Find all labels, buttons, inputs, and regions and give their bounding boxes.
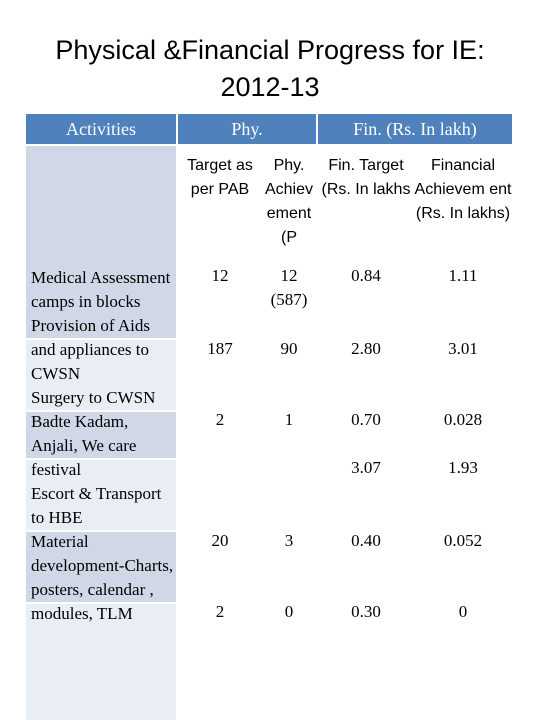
- activity-band-4: [26, 460, 176, 530]
- cell-achievement-note: (587): [270, 290, 308, 309]
- cell-target: 187: [207, 339, 233, 358]
- activity-band-6: [26, 604, 176, 720]
- page-title: Physical &Financial Progress for IE: 201…: [0, 32, 540, 106]
- subheader-fin-target: Fin. Target (Rs. In lakhs: [321, 157, 411, 198]
- cell-fin-achievement: 3.01: [448, 339, 478, 358]
- cell-fin-achievement: 1.93: [448, 458, 478, 477]
- cell-fin-target: 0.40: [351, 531, 381, 550]
- activities-text: Medical Assessment camps in blocks Provi…: [31, 268, 174, 623]
- cell-fin-achievement: 0.052: [443, 531, 483, 550]
- subheader-fin-achievement: Financial Achievem ent (Rs. In lakhs): [414, 157, 512, 222]
- cell-fin-achievement: 0: [458, 602, 468, 621]
- cell-achievement: 90: [280, 339, 298, 358]
- cell-achievement: 0: [284, 602, 294, 621]
- header-phy: Phy.: [178, 114, 316, 144]
- cell-fin-target: 0.84: [351, 266, 381, 285]
- activity-band-1: [26, 266, 176, 338]
- activity-band-3: [26, 412, 176, 458]
- cell-fin-target: 3.07: [351, 458, 381, 477]
- header-fin: Fin. (Rs. In lakh): [318, 114, 512, 144]
- cell-target: 2: [215, 410, 225, 429]
- cell-fin-target: 0.30: [351, 602, 381, 621]
- cell-achievement: 1: [284, 410, 294, 429]
- cell-fin-achievement: 0.028: [443, 410, 483, 429]
- activities-column: Medical Assessment camps in blocks Provi…: [26, 146, 176, 720]
- cell-fin-target: 2.80: [351, 339, 381, 358]
- cell-fin-achievement: 1.11: [448, 266, 478, 285]
- cell-achievement: 3: [284, 531, 294, 550]
- title-line-1: Physical &Financial Progress for IE:: [55, 35, 485, 65]
- header-activities: Activities: [26, 114, 176, 144]
- activity-band-header: [26, 146, 176, 266]
- activity-band-2: [26, 340, 176, 410]
- cell-target: 2: [215, 602, 225, 621]
- title-line-2: 2012-13: [220, 72, 320, 102]
- subheader-achievement: Phy. Achiev ement (P: [264, 157, 314, 246]
- activity-band-5: [26, 532, 176, 602]
- cell-fin-target: 0.70: [351, 410, 381, 429]
- cell-target: 20: [211, 531, 229, 550]
- cell-target: 12: [211, 266, 229, 285]
- cell-achievement: 12: [280, 266, 298, 285]
- subheader-target: Target as per PAB: [187, 157, 253, 198]
